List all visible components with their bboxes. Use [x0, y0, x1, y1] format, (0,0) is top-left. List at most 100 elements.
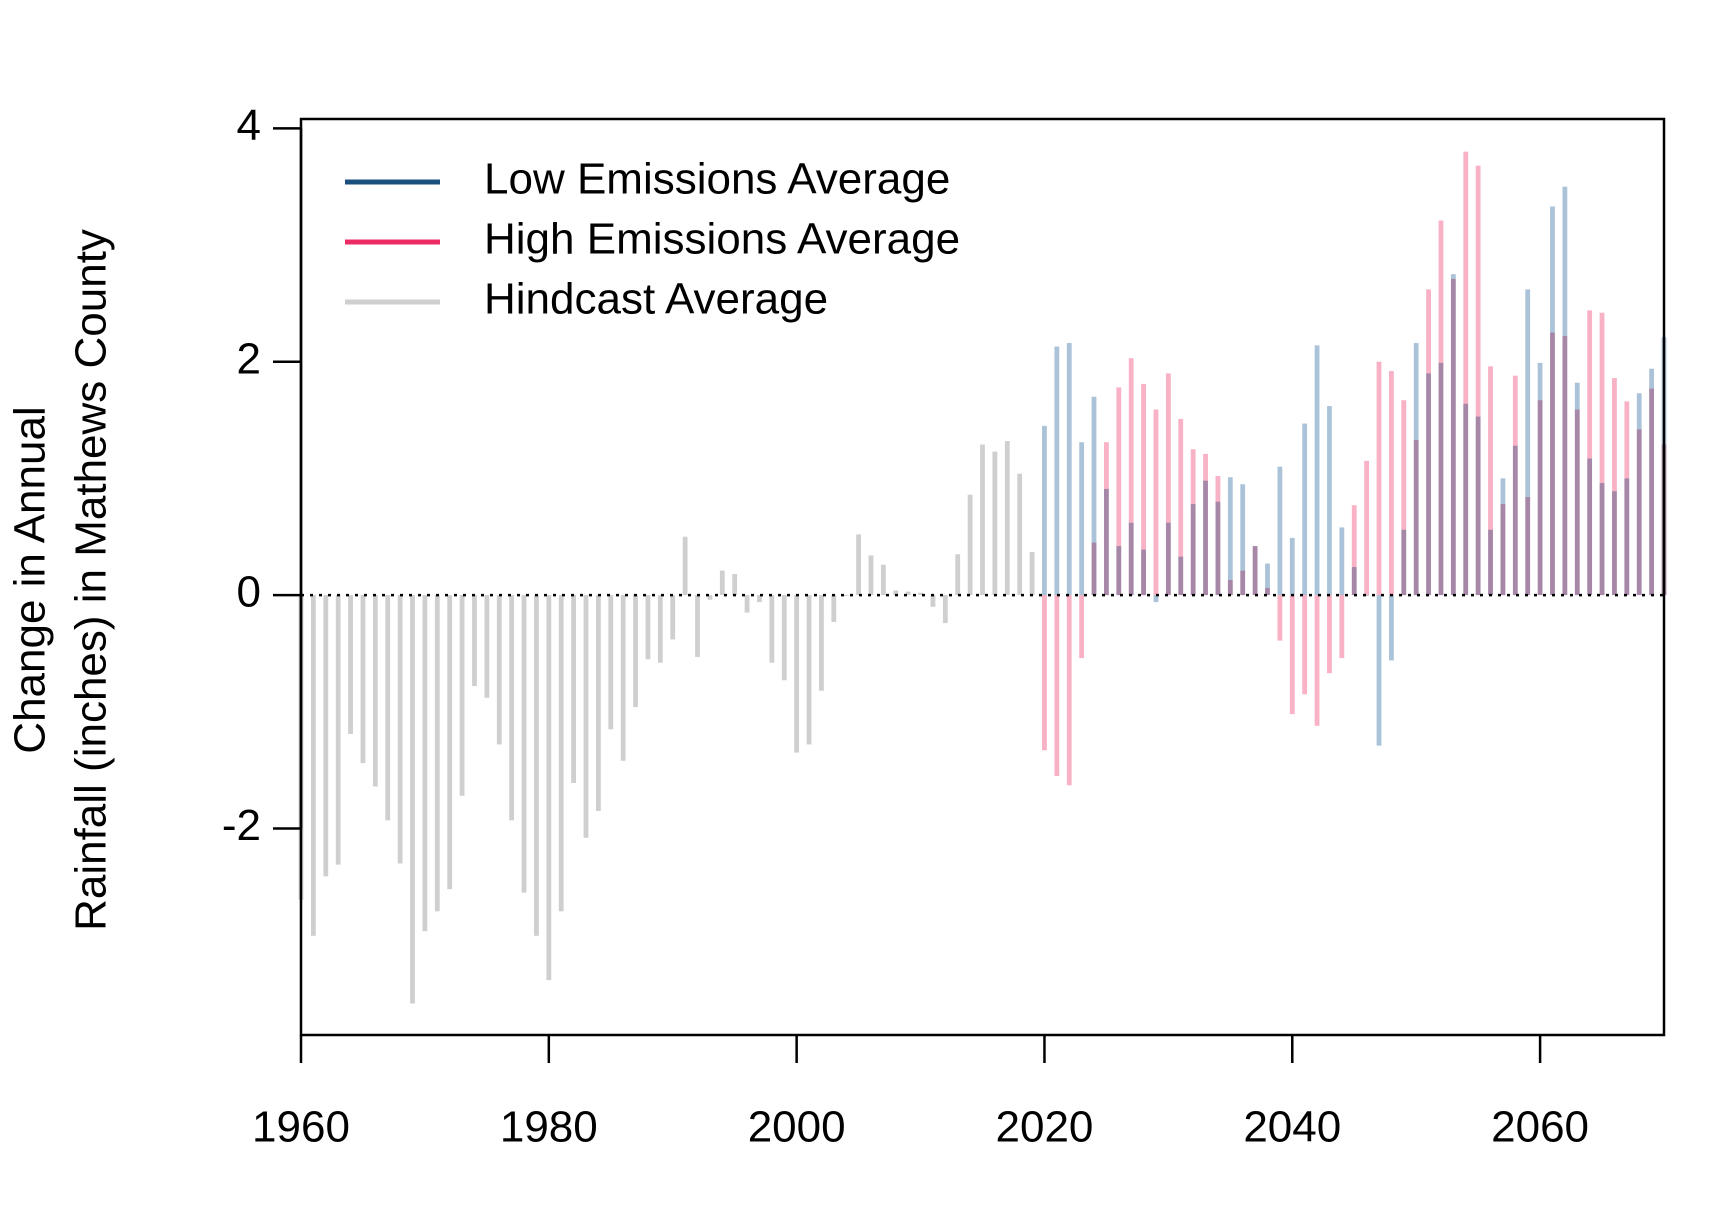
bar [1079, 595, 1085, 659]
bar [732, 574, 738, 596]
bar [1165, 373, 1171, 596]
bar [1488, 529, 1493, 596]
bar [1066, 343, 1072, 596]
bar [1376, 361, 1382, 596]
bar [1153, 595, 1159, 603]
bar [534, 595, 539, 936]
bar [348, 595, 353, 734]
bar [794, 595, 800, 753]
bar [1227, 477, 1233, 596]
legend-label: Hindcast Average [484, 275, 828, 324]
y-tick-label: 2 [237, 334, 261, 383]
bar [1537, 362, 1543, 596]
y-axis-title: Change in Annual [6, 406, 55, 753]
bar [1178, 418, 1184, 596]
bar [1289, 537, 1295, 596]
bar [583, 595, 589, 838]
bar [1463, 151, 1469, 596]
bar [1463, 403, 1469, 596]
bar [1599, 312, 1605, 596]
bar [1426, 373, 1431, 596]
bar [682, 536, 688, 596]
bar [1277, 466, 1283, 596]
bar [385, 595, 391, 821]
bar [1475, 416, 1481, 596]
bar [719, 570, 725, 596]
bar [410, 595, 415, 1004]
bar [335, 595, 341, 865]
bar [1550, 206, 1555, 596]
bar [1042, 425, 1047, 596]
bar [1153, 409, 1159, 596]
bar [868, 555, 874, 596]
bar [856, 534, 861, 596]
bar [1314, 345, 1320, 596]
bar [1141, 549, 1146, 596]
x-tick-label: 1960 [252, 1103, 350, 1152]
x-tick-label: 2060 [1491, 1103, 1589, 1152]
bar [942, 595, 948, 624]
bar [484, 595, 490, 698]
bar [310, 595, 316, 936]
bar [1215, 501, 1221, 596]
bar [1401, 529, 1407, 596]
bar [360, 595, 366, 764]
bar [372, 595, 378, 787]
bar [1029, 551, 1035, 596]
bar [1587, 310, 1593, 596]
bar [1054, 595, 1060, 776]
bar [509, 595, 515, 821]
bar [819, 595, 824, 691]
bar [670, 595, 676, 640]
bar [1401, 400, 1407, 596]
bar [1327, 406, 1332, 596]
bar [1389, 595, 1394, 661]
x-tick-label: 2020 [996, 1103, 1094, 1152]
bar [1389, 371, 1394, 596]
bar [1339, 527, 1345, 596]
bar [397, 595, 403, 864]
bar [880, 564, 886, 596]
bar [1165, 522, 1171, 596]
bar [1364, 595, 1370, 596]
legend-label: High Emissions Average [484, 215, 960, 264]
x-tick-label: 1980 [500, 1103, 598, 1152]
bar [459, 595, 465, 796]
bar [1624, 478, 1630, 596]
bar [806, 595, 812, 745]
bar [633, 595, 638, 708]
bar [1612, 491, 1617, 596]
bar [422, 595, 428, 932]
bar [1252, 546, 1258, 596]
y-tick-label: 0 [237, 568, 261, 617]
bar [1128, 522, 1134, 596]
bar [955, 554, 961, 596]
bar [1302, 423, 1308, 596]
bar [1141, 383, 1146, 596]
bar [1413, 343, 1419, 596]
bar [1512, 445, 1518, 596]
bar [1525, 289, 1531, 596]
bar [1488, 366, 1493, 596]
bar [595, 595, 601, 811]
y-axis-title: Rainfall (inches) in Mathews County [67, 229, 116, 931]
bar [1327, 595, 1332, 674]
bar [695, 595, 700, 657]
bar [1314, 595, 1320, 726]
bar [1054, 346, 1060, 596]
bar [707, 595, 713, 600]
bar [1649, 368, 1655, 596]
bar [1500, 478, 1506, 596]
bar [434, 595, 440, 912]
bar [1612, 378, 1617, 596]
y-tick-label: -2 [222, 801, 261, 850]
bar [1104, 488, 1109, 596]
bar [757, 595, 762, 603]
bar [1636, 393, 1642, 596]
bar [1203, 480, 1208, 596]
bar [1475, 165, 1481, 596]
bar [645, 595, 651, 660]
bar [1450, 274, 1456, 596]
bar [1128, 358, 1134, 596]
bar [1302, 595, 1308, 695]
